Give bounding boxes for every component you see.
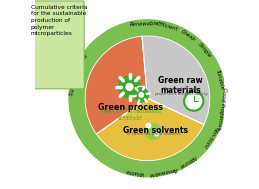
Text: Renewable: Renewable	[148, 166, 178, 177]
Text: Cumulative criteria
for the sustainable
production of
polymer
microparticles: Cumulative criteria for the sustainable …	[31, 5, 87, 36]
Circle shape	[145, 123, 161, 139]
Circle shape	[146, 123, 151, 128]
Circle shape	[139, 93, 143, 97]
Circle shape	[155, 132, 159, 136]
Text: Volatile: Volatile	[124, 168, 145, 176]
Text: Non-toxic: Non-toxic	[202, 126, 220, 150]
Text: Is there an ideal solvent?: Is there an ideal solvent?	[127, 132, 183, 136]
FancyBboxPatch shape	[34, 1, 84, 89]
Text: Green solvents: Green solvents	[123, 126, 188, 135]
Text: Renewability vs.
properties and tunability: Renewability vs. properties and tunabili…	[154, 87, 207, 96]
Text: Cheap: Cheap	[180, 29, 197, 42]
Text: Simple: Simple	[197, 42, 212, 59]
Text: Fast: Fast	[79, 53, 89, 65]
Circle shape	[184, 91, 204, 111]
Text: Green raw
materials: Green raw materials	[158, 76, 203, 95]
Text: Natural: Natural	[177, 154, 197, 169]
Wedge shape	[142, 36, 210, 125]
Circle shape	[69, 20, 226, 177]
Text: Size Control: Size Control	[69, 64, 81, 96]
Text: Efficient: Efficient	[157, 21, 179, 32]
Wedge shape	[96, 98, 204, 161]
Circle shape	[186, 93, 202, 109]
Circle shape	[119, 76, 140, 98]
Text: Green process: Green process	[98, 103, 163, 112]
Circle shape	[126, 84, 133, 90]
Wedge shape	[85, 36, 147, 134]
Text: Green metrics calculations
sEF/EF/cEF: Green metrics calculations sEF/EF/cEF	[100, 109, 161, 120]
Text: Tunable: Tunable	[215, 70, 225, 91]
Circle shape	[134, 88, 148, 102]
Circle shape	[186, 94, 190, 98]
Text: Good Properties: Good Properties	[216, 87, 227, 130]
Circle shape	[198, 94, 202, 98]
Text: Renewable: Renewable	[130, 21, 160, 27]
